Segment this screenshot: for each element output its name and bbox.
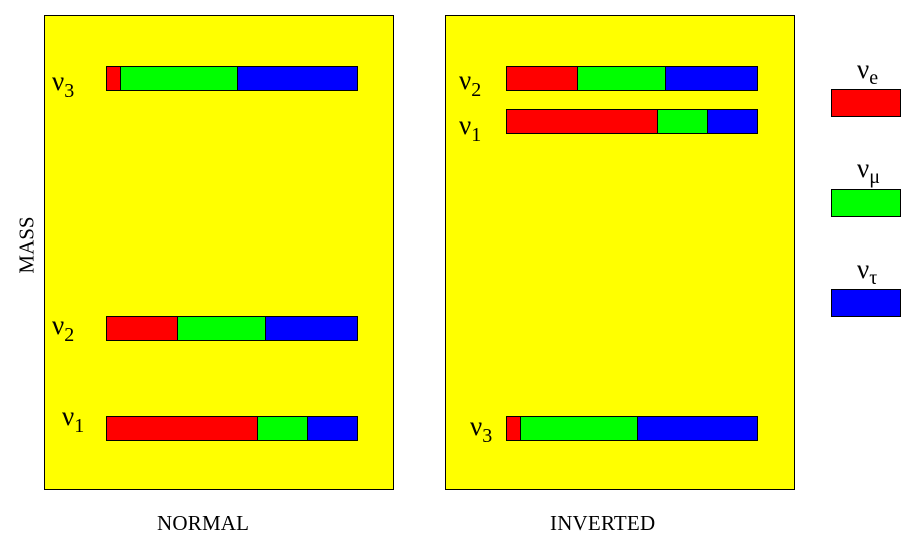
flavor-segment-tau [707,110,757,133]
inverted-flavor-bar-3 [506,416,758,441]
legend-label-muon: νμ [857,153,880,188]
legend-label-tau: ντ [857,254,878,289]
flavor-segment-tau [237,67,357,90]
flavor-segment-e [107,67,120,90]
flavor-segment-tau [637,417,757,440]
inverted-state-label-1: ν2 [459,65,482,101]
normal-flavor-bar-1 [106,66,358,91]
normal-flavor-bar-2 [106,316,358,341]
normal-hierarchy-panel [44,15,394,490]
mass-axis-label: MASS [14,216,39,274]
normal-state-label-3: ν1 [62,401,85,437]
inverted-flavor-bar-2 [506,109,758,134]
normal-flavor-bar-3 [106,416,358,441]
inverted-state-label-3: ν3 [470,411,493,447]
flavor-segment-e [107,317,177,340]
normal-panel-label: NORMAL [157,511,250,535]
flavor-segment-e [507,417,520,440]
flavor-segment-e [507,67,577,90]
flavor-segment-e [107,417,257,440]
flavor-segment-mu [119,67,237,90]
legend-swatch-muon [831,189,901,217]
flavor-segment-mu [177,317,265,340]
flavor-segment-mu [519,417,637,440]
legend-swatch-electron [831,89,901,117]
flavor-segment-tau [664,67,757,90]
legend-label-electron: νe [857,54,879,89]
flavor-segment-tau [264,317,357,340]
inverted-hierarchy-panel [445,15,795,490]
flavor-segment-tau [307,417,357,440]
inverted-panel-label: INVERTED [550,511,656,535]
normal-state-label-2: ν2 [52,310,75,346]
flavor-segment-mu [577,67,665,90]
flavor-segment-e [507,110,657,133]
legend-swatch-tau [831,289,901,317]
normal-state-label-1: ν3 [52,66,75,102]
inverted-state-label-2: ν1 [459,110,482,146]
flavor-segment-mu [657,110,707,133]
inverted-flavor-bar-1 [506,66,758,91]
flavor-segment-mu [257,417,307,440]
